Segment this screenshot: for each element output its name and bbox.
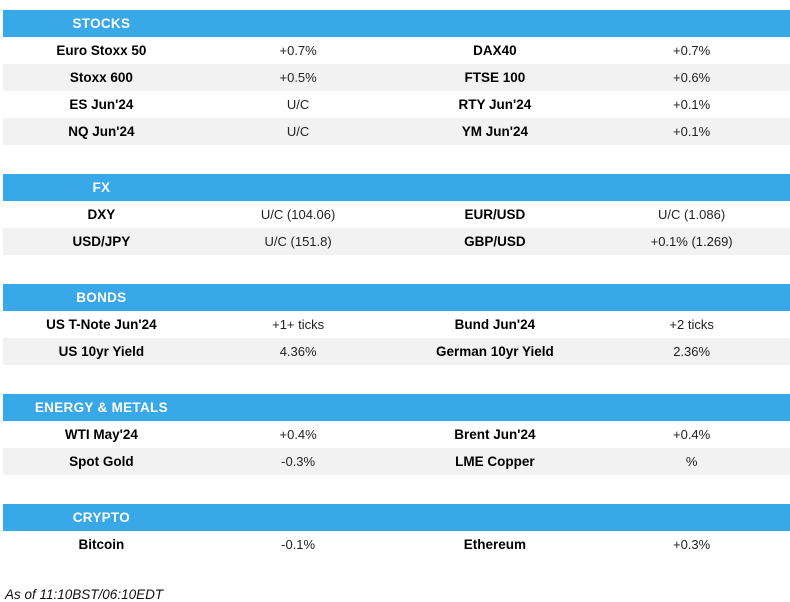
instrument-change: U/C [286, 97, 310, 112]
section-header: FX [3, 174, 790, 201]
instrument-name: LME Copper [455, 453, 535, 469]
section-header: BONDS [3, 284, 790, 311]
instrument-change: U/C (151.8) [264, 234, 332, 249]
table-row: Euro Stoxx 50 +0.7% DAX40 +0.7% [3, 37, 790, 64]
instrument-change: +0.1% [673, 97, 711, 112]
table-row: NQ Jun'24 U/C YM Jun'24 +0.1% [3, 118, 790, 145]
section-bonds: BONDS US T-Note Jun'24 +1+ ticks Bund Jun'2… [3, 284, 790, 365]
instrument-change: +0.7% [673, 43, 711, 58]
instrument-change: U/C (104.06) [260, 207, 336, 222]
instrument-name: WTI May'24 [64, 426, 138, 442]
section-crypto: CRYPTO Bitcoin -0.1% Ethereum +0.3% [3, 504, 790, 558]
instrument-change: +0.1% (1.269) [650, 234, 733, 249]
instrument-change: U/C (1.086) [658, 207, 726, 222]
section-header: STOCKS [3, 10, 790, 37]
instrument-change: -0.3% [281, 454, 316, 469]
table-row: US T-Note Jun'24 +1+ ticks Bund Jun'24 +2 t… [3, 311, 790, 338]
instrument-change: 2.36% [673, 344, 711, 359]
instrument-name: YM Jun'24 [461, 123, 528, 139]
table-row: USD/JPY U/C (151.8) GBP/USD +0.1% (1.269) [3, 228, 790, 255]
instrument-change: +0.4% [279, 427, 317, 442]
section-header: CRYPTO [3, 504, 790, 531]
instrument-name: Bitcoin [78, 536, 125, 552]
section-energy-metals: ENERGY & METALS WTI May'24 +0.4% Brent Jun'… [3, 394, 790, 475]
instrument-name: US 10yr Yield [58, 343, 145, 359]
instrument-change: -0.1% [281, 537, 316, 552]
instrument-name: Ethereum [463, 536, 527, 552]
section-title: FX [92, 180, 111, 195]
instrument-change: % [685, 454, 698, 469]
table-row: Bitcoin -0.1% Ethereum +0.3% [3, 531, 790, 558]
section-fx: FX DXY U/C (104.06) EUR/USD U/C (1.086) USD/J… [3, 174, 790, 255]
instrument-name: FTSE 100 [464, 69, 526, 85]
instrument-name: Stoxx 600 [69, 69, 133, 85]
section-title: STOCKS [72, 16, 131, 31]
instrument-change: +0.5% [279, 70, 317, 85]
instrument-name: Bund Jun'24 [454, 316, 536, 332]
instrument-name: DXY [87, 206, 116, 222]
instrument-name: EUR/USD [464, 206, 526, 222]
instrument-change: +0.6% [673, 70, 711, 85]
instrument-name: USD/JPY [72, 233, 131, 249]
table-row: Stoxx 600 +0.5% FTSE 100 +0.6% [3, 64, 790, 91]
instrument-name: NQ Jun'24 [68, 123, 135, 139]
instrument-change: +0.4% [673, 427, 711, 442]
table-row: ES Jun'24 U/C RTY Jun'24 +0.1% [3, 91, 790, 118]
instrument-name: RTY Jun'24 [458, 96, 532, 112]
table-row: Spot Gold -0.3% LME Copper% [3, 448, 790, 475]
table-row: WTI May'24 +0.4% Brent Jun'24 +0.4% [3, 421, 790, 448]
instrument-name: GBP/USD [464, 233, 526, 249]
instrument-name: ES Jun'24 [69, 96, 134, 112]
instrument-name: German 10yr Yield [435, 343, 554, 359]
section-title: CRYPTO [72, 510, 131, 525]
section-title: BONDS [76, 290, 127, 305]
instrument-change: +1+ ticks [272, 317, 325, 332]
instrument-name: Spot Gold [69, 453, 134, 469]
instrument-change: +2 ticks [669, 317, 714, 332]
market-sections: STOCKS Euro Stoxx 50 +0.7% DAX40 +0.7% Stoxx … [3, 10, 790, 558]
instrument-change: U/C [286, 124, 310, 139]
as-of-timestamp: As of 11:10BST/06:10EDT [5, 587, 164, 602]
table-row: DXY U/C (104.06) EUR/USD U/C (1.086) [3, 201, 790, 228]
instrument-name: US T-Note Jun'24 [46, 316, 157, 332]
instrument-name: DAX40 [473, 42, 517, 58]
section-stocks: STOCKS Euro Stoxx 50 +0.7% DAX40 +0.7% Stoxx … [3, 10, 790, 145]
instrument-change: +0.3% [673, 537, 711, 552]
instrument-change: +0.1% [673, 124, 711, 139]
instrument-name: Euro Stoxx 50 [56, 42, 147, 58]
instrument-change: +0.7% [279, 43, 317, 58]
section-title: ENERGY & METALS [34, 400, 168, 415]
instrument-change: 4.36% [279, 344, 317, 359]
instrument-name: Brent Jun'24 [454, 426, 536, 442]
section-header: ENERGY & METALS [3, 394, 790, 421]
table-row: US 10yr Yield 4.36% German 10yr Yield 2.36% [3, 338, 790, 365]
